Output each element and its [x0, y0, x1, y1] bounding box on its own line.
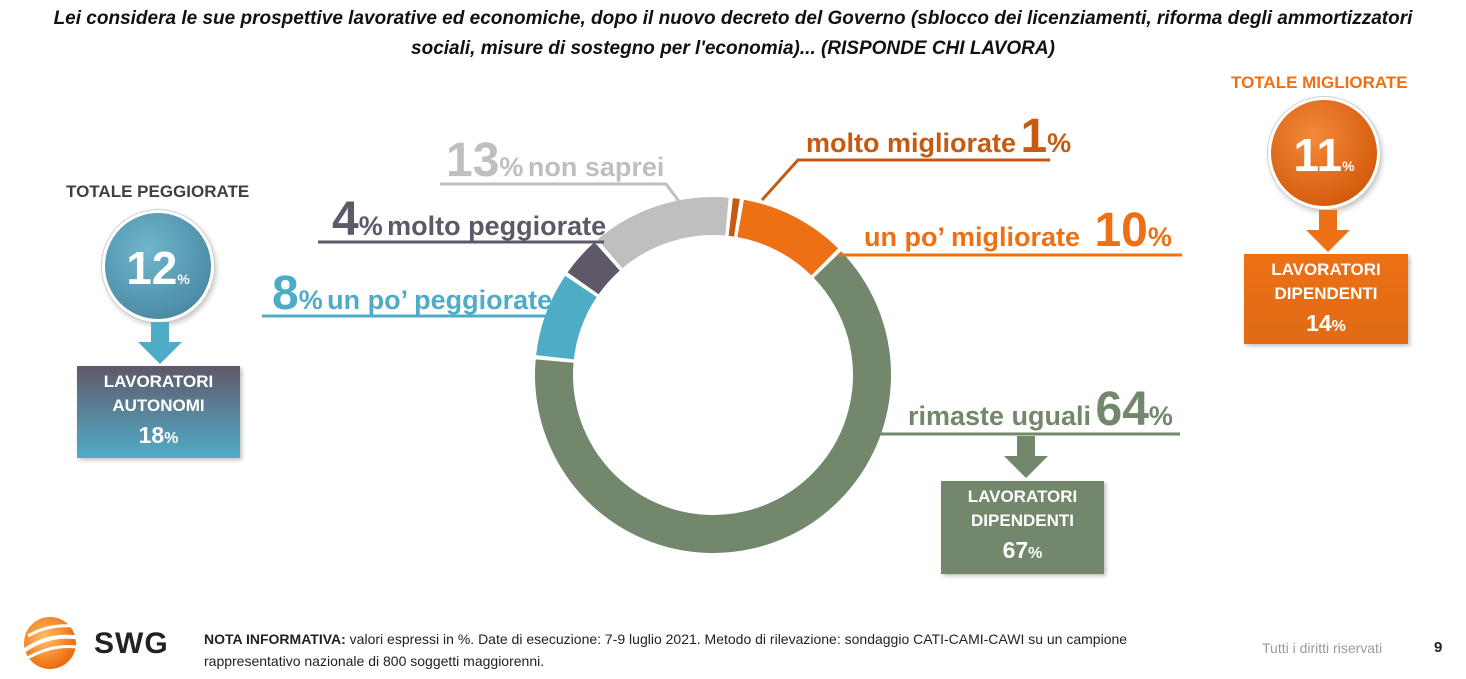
totale-migliorate-title: TOTALE MIGLIORATE — [1231, 73, 1408, 92]
box-value: 18% — [138, 422, 179, 448]
label-pct: % — [1148, 401, 1173, 431]
arrow-down-icon — [1306, 210, 1350, 252]
label-un-po-migliorate: un po’ migliorate 10% — [864, 207, 1172, 255]
leader-lines — [262, 158, 1182, 436]
box-line-1: LAVORATORI — [103, 372, 214, 391]
leader-non-saprei — [440, 182, 686, 209]
totale-peggiorate-title: TOTALE PEGGIORATE — [66, 182, 250, 201]
lavoratori-autonomi-box: LAVORATORI AUTONOMI 18% — [77, 366, 240, 458]
note-text: valori espressi in %. Date di esecuzione… — [204, 631, 1128, 669]
label-pct: % — [1047, 128, 1072, 158]
donut-slice-un-po-migliorate — [737, 199, 839, 276]
lavoratori-dipendenti-uguali-box: LAVORATORI DIPENDENTI 67% — [941, 481, 1104, 574]
box-value: 14% — [1306, 310, 1346, 336]
swg-logo-text: SWG — [94, 627, 169, 660]
totale-peggiorate-circle: 12% — [102, 210, 214, 322]
label-un-po-peggiorate: 8% un po’ peggiorate — [272, 270, 552, 318]
label-value: 1 — [1020, 110, 1048, 163]
label-pct: % — [358, 211, 383, 241]
donut-slice-molto-peggiorate — [567, 242, 620, 295]
label-value: 13 — [446, 134, 500, 187]
label-value: 8 — [272, 267, 299, 320]
label-non-saprei: 13% non saprei — [446, 137, 664, 185]
box-line-2: DIPENDENTI — [971, 511, 1074, 530]
title-line-2: sociali, misure di sostegno per l'econom… — [411, 38, 1055, 59]
label-molto-migliorate: molto migliorate 1% — [806, 113, 1071, 161]
donut-slice-rimaste-uguali — [535, 251, 891, 553]
arrow-down-icon — [1004, 436, 1048, 478]
donut-slices — [535, 197, 891, 553]
chart-title: Lei considera le sue prospettive lavorat… — [0, 4, 1466, 64]
label-text: molto migliorate — [806, 128, 1017, 158]
label-text: un po’ migliorate — [864, 222, 1081, 252]
circle-pct: % — [177, 271, 190, 287]
donut-slice-molto-migliorate — [728, 198, 740, 237]
footer-note: NOTA INFORMATIVA: valori espressi in %. … — [204, 628, 1144, 672]
box-value: 67% — [1002, 537, 1043, 563]
label-pct: % — [298, 285, 323, 315]
label-value: 4 — [332, 193, 359, 246]
donut-slice-non-saprei — [597, 197, 729, 269]
label-pct: % — [499, 152, 524, 182]
circle-pct: % — [1342, 158, 1355, 174]
label-rimaste-uguali: rimaste uguali 64% — [908, 386, 1173, 434]
leader-molto-migliorate — [760, 158, 1050, 202]
donut-slice-un-po-peggiorate — [536, 275, 597, 360]
arrow-down-icon — [138, 322, 182, 364]
label-value: 10 — [1094, 204, 1148, 257]
box-line-2: DIPENDENTI — [1274, 284, 1378, 303]
box-line-1: LAVORATORI — [1271, 260, 1381, 279]
label-text: un po’ peggiorate — [327, 285, 553, 315]
note-label: NOTA INFORMATIVA: — [204, 631, 346, 647]
label-value: 64 — [1095, 383, 1149, 436]
label-molto-peggiorate: 4% molto peggiorate — [332, 196, 606, 244]
rights-text: Tutti i diritti riservati — [1262, 640, 1383, 656]
totale-migliorate-circle: 11% — [1268, 97, 1380, 209]
circle-value: 12 — [126, 242, 178, 294]
title-line-1: Lei considera le sue prospettive lavorat… — [53, 8, 1413, 29]
page-number: 9 — [1434, 639, 1443, 656]
circle-value: 11 — [1293, 129, 1343, 181]
label-text: molto peggiorate — [387, 211, 607, 241]
label-pct: % — [1147, 222, 1172, 252]
box-line-2: AUTONOMI — [112, 396, 205, 415]
swg-logo-icon — [20, 617, 83, 669]
label-text: non saprei — [527, 152, 665, 182]
label-text: rimaste uguali — [908, 401, 1092, 431]
box-line-1: LAVORATORI — [967, 487, 1078, 506]
lavoratori-dipendenti-migliorate-box: LAVORATORI DIPENDENTI 14% — [1244, 254, 1408, 344]
